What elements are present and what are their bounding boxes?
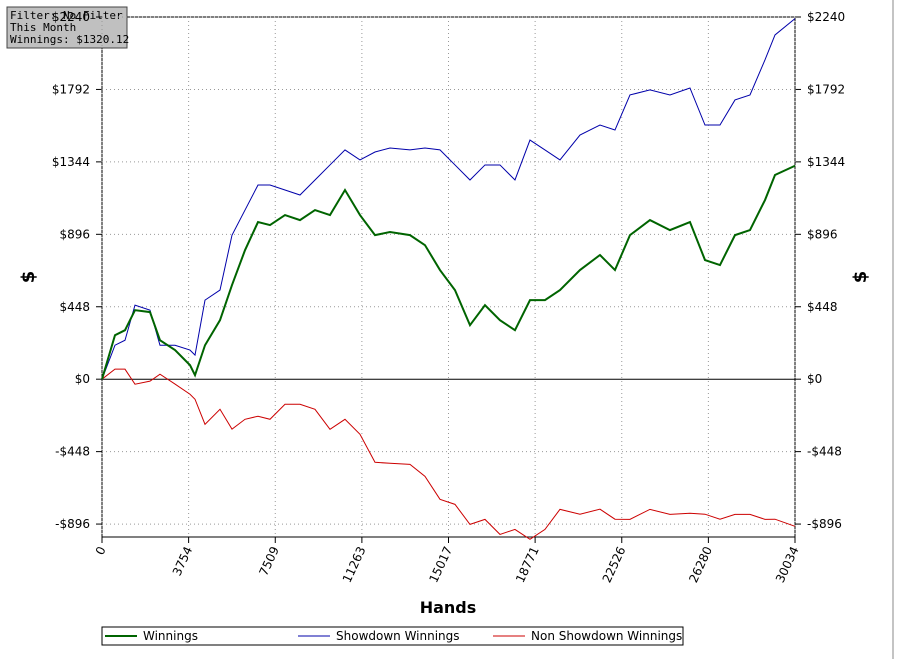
y-tick-label: $1792	[52, 82, 90, 96]
legend	[101, 626, 684, 646]
legend-label: Showdown Winnings	[336, 629, 460, 643]
y-tick-label: -$896	[807, 517, 842, 531]
y-tick-label: $448	[59, 300, 90, 314]
series-line	[101, 164, 796, 380]
series-line	[101, 368, 796, 540]
y-tick-label: $1344	[807, 155, 845, 169]
y-tick-label: $1792	[807, 82, 845, 96]
info-text: Filter: No Filter	[10, 9, 123, 22]
y-axis-label: $	[18, 271, 39, 284]
y-tick-label: $0	[807, 372, 822, 386]
y-tick-label: $0	[75, 372, 90, 386]
info-text: Winnings: $1320.12	[10, 33, 129, 46]
info-text: This Month	[10, 21, 76, 34]
y-tick-label: $2240	[807, 10, 845, 24]
x-axis-label: Hands	[420, 598, 477, 617]
legend-label: Non Showdown Winnings	[531, 629, 682, 643]
series-line	[101, 18, 796, 380]
y-tick-label: $1344	[52, 155, 90, 169]
y-tick-label: $896	[59, 227, 90, 241]
y-axis-label: $	[850, 271, 871, 284]
legend-label: Winnings	[143, 629, 198, 643]
info-box	[6, 6, 128, 49]
y-tick-label: $896	[807, 227, 838, 241]
y-tick-label: $448	[807, 300, 838, 314]
y-tick-label: -$448	[55, 445, 90, 459]
y-tick-label: -$448	[807, 445, 842, 459]
y-tick-label: $2240	[52, 10, 90, 24]
y-tick-label: -$896	[55, 517, 90, 531]
